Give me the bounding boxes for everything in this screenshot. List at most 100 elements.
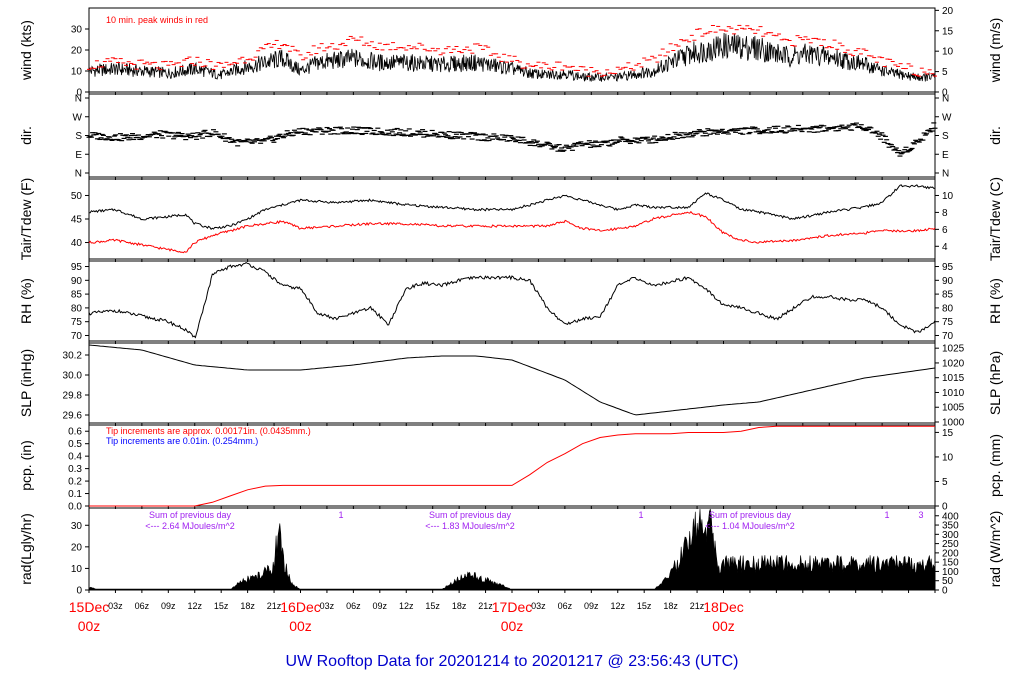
y-tick-label-left: 40 bbox=[71, 238, 83, 249]
ylabel-right: SLP (hPa) bbox=[987, 351, 1003, 415]
y-tick-label-right: 70 bbox=[942, 331, 954, 342]
y-tick-label-left: 0.5 bbox=[68, 439, 82, 450]
y-tick-label-left: E bbox=[75, 150, 82, 161]
x-tick-label: 15z bbox=[214, 601, 229, 611]
day-label-hour: 00z bbox=[501, 618, 524, 634]
y-tick-label-right: 4 bbox=[942, 242, 948, 253]
y-tick-label-left: W bbox=[73, 112, 83, 123]
y-tick-label-right: 85 bbox=[942, 290, 954, 301]
radiation-marker: 1 bbox=[638, 510, 643, 520]
y-tick-label-left: 20 bbox=[71, 46, 83, 57]
y-tick-label-right: 6 bbox=[942, 225, 948, 236]
y-tick-label-right: 0 bbox=[942, 502, 948, 513]
daily-sum-title: Sum of previous day bbox=[429, 510, 512, 520]
day-label-date: 16Dec bbox=[280, 599, 320, 615]
ylabel-right: wind (m/s) bbox=[987, 18, 1003, 84]
wind-annotation: 10 min. peak winds in red bbox=[106, 15, 208, 25]
panel-frame bbox=[88, 178, 936, 260]
day-label-hour: 00z bbox=[78, 618, 101, 634]
y-tick-label-right: 350 bbox=[942, 521, 959, 532]
time-axis: 03z 06z 09z 12z 15z 18z 21z 03z 06z 09z 12z 15z 18z 2… bbox=[69, 599, 744, 634]
ylabel-left: wind (kts) bbox=[18, 20, 34, 81]
y-tick-label-left: 29.6 bbox=[63, 411, 83, 422]
radiation-marker: 1 bbox=[884, 510, 889, 520]
y-tick-label-right: 50 bbox=[942, 576, 954, 587]
ylabel-right: rad (W/m^2) bbox=[987, 511, 1003, 588]
y-tick-label-right: 150 bbox=[942, 558, 959, 569]
day-label-date: 17Dec bbox=[492, 599, 532, 615]
y-tick-label-right: 15 bbox=[942, 26, 954, 37]
series-tair bbox=[89, 184, 935, 230]
x-tick-label: 12z bbox=[187, 601, 202, 611]
y-tick-label-left: 30.2 bbox=[63, 351, 83, 362]
ylabel-right: dir. bbox=[987, 126, 1003, 145]
ylabel-left: pcp. (in) bbox=[18, 440, 34, 491]
x-tick-label: 12z bbox=[610, 601, 625, 611]
y-tick-label-right: 20 bbox=[942, 6, 954, 17]
panel-humidity: RH (%) RH (%) 70 75 80 85 90 95 70 75 80 85 90 95 bbox=[18, 260, 1003, 344]
y-tick-label-right: 1000 bbox=[942, 418, 965, 429]
y-tick-label-left: 80 bbox=[71, 303, 83, 314]
x-tick-label: 18z bbox=[452, 601, 467, 611]
y-tick-label-right: S bbox=[942, 131, 949, 142]
ylabel-right: RH (%) bbox=[987, 278, 1003, 324]
ylabel-left: dir. bbox=[18, 126, 34, 145]
y-tick-label-right: 10 bbox=[942, 191, 954, 202]
y-tick-label-left: 10 bbox=[71, 564, 83, 575]
ylabel-left: Tair/Tdew (F) bbox=[18, 178, 34, 260]
x-tick-label: 09z bbox=[584, 601, 599, 611]
ylabel-right: pcp. (mm) bbox=[987, 434, 1003, 497]
y-tick-label-right: 95 bbox=[942, 262, 954, 273]
x-tick-label: 09z bbox=[373, 601, 388, 611]
y-tick-label-right: N bbox=[942, 94, 949, 105]
y-tick-label-left: 30.0 bbox=[63, 371, 83, 382]
y-tick-label-right: 1015 bbox=[942, 373, 965, 384]
x-tick-label: 18z bbox=[240, 601, 255, 611]
panel-frame bbox=[88, 342, 936, 424]
y-tick-label-left: 30 bbox=[71, 521, 83, 532]
y-tick-label-right: 250 bbox=[942, 539, 959, 550]
x-tick-label: 06z bbox=[346, 601, 361, 611]
y-tick-label-right: 10 bbox=[942, 452, 954, 463]
figure-title: UW Rooftop Data for 20201214 to 20201217… bbox=[286, 653, 739, 670]
y-tick-label-right: 10 bbox=[942, 47, 954, 58]
y-tick-label-left: 70 bbox=[71, 331, 83, 342]
y-tick-label-right: 300 bbox=[942, 530, 959, 541]
day-label-date: 15Dec bbox=[69, 599, 109, 615]
y-tick-label-right: 5 bbox=[942, 67, 948, 78]
x-tick-label: 03z bbox=[531, 601, 546, 611]
x-tick-label: 18z bbox=[663, 601, 678, 611]
y-tick-label-right: 80 bbox=[942, 303, 954, 314]
daily-sum-value: <--- 1.04 MJoules/m^2 bbox=[705, 521, 795, 531]
radiation-marker: 3 bbox=[918, 510, 923, 520]
y-tick-label-right: 1010 bbox=[942, 388, 965, 399]
y-tick-label-right: 1020 bbox=[942, 358, 965, 369]
panel-radiation: rad(Lgly/hr) rad (W/m^2)01020300501001502… bbox=[18, 507, 1003, 597]
y-tick-label-left: 0.4 bbox=[68, 452, 82, 463]
y-tick-label-right: W bbox=[942, 112, 952, 123]
series-tdew bbox=[88, 210, 936, 254]
x-tick-label: 21z bbox=[478, 601, 493, 611]
y-tick-label-left: 75 bbox=[71, 317, 83, 328]
y-tick-label-left: 0 bbox=[76, 88, 82, 99]
y-tick-label-right: N bbox=[942, 169, 949, 180]
daily-sum-value: <--- 1.83 MJoules/m^2 bbox=[425, 521, 515, 531]
y-tick-label-left: 90 bbox=[71, 276, 83, 287]
y-tick-label-right: 100 bbox=[942, 567, 959, 578]
y-tick-label-left: 20 bbox=[71, 542, 83, 553]
y-tick-label-left: 0 bbox=[76, 586, 82, 597]
precip-line bbox=[89, 425, 935, 507]
precip-annotation-red: Tip increments are approx. 0.00171in. (0… bbox=[106, 426, 311, 436]
y-tick-label-left: 10 bbox=[71, 67, 83, 78]
ylabel-left: SLP (inHg) bbox=[18, 349, 34, 417]
daily-sum-title: Sum of previous day bbox=[149, 510, 232, 520]
x-tick-label: 21z bbox=[690, 601, 705, 611]
x-tick-label: 12z bbox=[399, 601, 414, 611]
x-tick-label: 21z bbox=[267, 601, 282, 611]
radiation-area bbox=[88, 508, 936, 591]
y-tick-label-left: 0.1 bbox=[68, 489, 82, 500]
daily-sum-title: Sum of previous day bbox=[709, 510, 792, 520]
x-tick-label: 09z bbox=[161, 601, 176, 611]
